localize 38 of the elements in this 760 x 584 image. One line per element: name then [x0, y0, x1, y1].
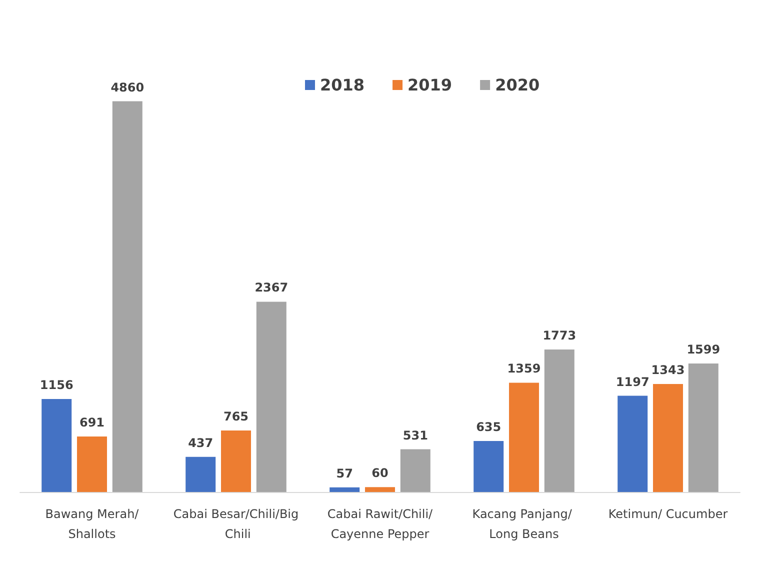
x-tick-label: Cabai Rawit/Chili/Cayenne Pepper — [327, 507, 434, 541]
data-label: 1156 — [40, 378, 74, 392]
bar — [544, 349, 574, 492]
bar — [221, 430, 251, 492]
data-label: 437 — [188, 436, 214, 450]
x-tick-label: Bawang Merah/Shallots — [45, 507, 140, 541]
bar — [77, 436, 107, 492]
data-label: 1359 — [507, 362, 541, 376]
bar — [365, 487, 395, 492]
legend-label: 2019 — [408, 76, 452, 94]
data-label: 531 — [402, 428, 428, 442]
bar — [42, 399, 72, 492]
bar — [474, 440, 504, 492]
data-label: 1197 — [616, 374, 650, 389]
x-tick-label: Ketimun/ Cucumber — [608, 507, 728, 521]
bar — [688, 363, 718, 492]
bar — [509, 382, 539, 492]
data-label: 57 — [336, 466, 353, 480]
data-label: 691 — [79, 415, 105, 430]
bar — [256, 302, 286, 492]
bar — [653, 384, 683, 492]
data-label: 635 — [476, 420, 502, 434]
data-label: 1773 — [542, 328, 576, 342]
data-label: 765 — [223, 409, 249, 424]
data-label: 2367 — [254, 280, 288, 295]
bar — [330, 487, 360, 492]
data-label: 1599 — [686, 342, 720, 356]
bar — [400, 449, 430, 492]
legend-label: 2020 — [495, 76, 540, 94]
x-tick-label: Kacang Panjang/ Long Beans — [472, 507, 576, 541]
bar — [112, 101, 142, 492]
x-tick-label: Cabai Besar/Chili/Big Chili — [173, 507, 299, 541]
bar — [618, 396, 648, 492]
legend-label: 2018 — [320, 76, 365, 94]
data-label: 4860 — [110, 80, 144, 94]
data-label: 1343 — [651, 363, 685, 378]
data-label: 60 — [372, 466, 388, 480]
bar — [186, 456, 216, 492]
